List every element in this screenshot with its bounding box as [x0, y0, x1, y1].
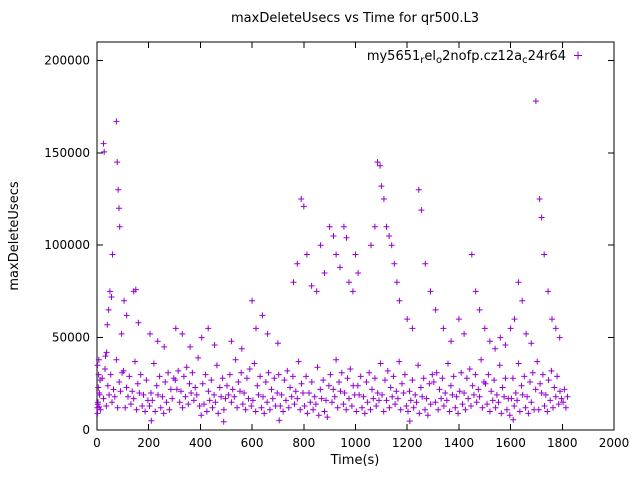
legend: my5651relo2nofp.cz12ac24r64	[367, 49, 582, 66]
y-tick-label: 50000	[52, 331, 90, 345]
y-tick-label: 100000	[44, 238, 90, 252]
chart-title: maxDeleteUsecs vs Time for qr500.L3	[231, 11, 479, 26]
x-axis-label: Time(s)	[330, 453, 380, 468]
x-tick-label: 0	[93, 436, 101, 450]
x-tick-label: 600	[241, 436, 264, 450]
plot-axes: 0 200 400 600 800 1000 1200 1400 1600 1800 2000 0 50…	[44, 41, 630, 450]
x-tick-label: 200	[137, 436, 160, 450]
x-tick-label: 2000	[599, 436, 630, 450]
y-tick-label: 0	[82, 423, 90, 437]
x-tick-label: 800	[292, 436, 315, 450]
y-tick-label: 150000	[44, 146, 90, 160]
y-axis-label: maxDeleteUsecs	[7, 181, 22, 290]
x-tick-label: 1600	[495, 436, 526, 450]
x-tick-label: 1200	[392, 436, 423, 450]
x-tick-label: 1000	[340, 436, 371, 450]
data-points	[94, 98, 571, 425]
series-points-path	[94, 98, 571, 425]
y-tick-label: 200000	[44, 53, 90, 67]
x-tick-label: 400	[189, 436, 212, 450]
x-tick-label: 1400	[444, 436, 475, 450]
legend-label: my5651relo2nofp.cz12ac24r64	[367, 49, 566, 66]
plot-border	[96, 41, 615, 431]
x-tick-label: 1800	[547, 436, 578, 450]
legend-marker-plus-icon	[574, 51, 582, 60]
